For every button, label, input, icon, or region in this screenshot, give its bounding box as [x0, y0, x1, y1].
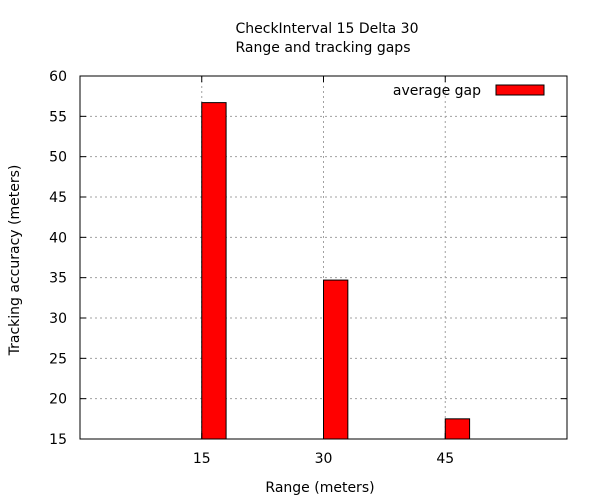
x-tick-label: 45 [436, 451, 454, 467]
legend: average gap [393, 83, 545, 99]
bar [444, 418, 471, 440]
bars [201, 102, 471, 440]
y-tick-label: 45 [49, 190, 67, 206]
y-tick-label: 60 [49, 69, 67, 85]
x-tick-label: 30 [315, 451, 333, 467]
y-tick-label: 20 [49, 392, 67, 408]
legend-swatch [495, 84, 545, 96]
y-tick-label: 30 [49, 311, 67, 327]
y-axis-label: Tracking accuracy (meters) [7, 165, 23, 357]
bar [201, 102, 227, 440]
legend-label: average gap [393, 83, 481, 99]
plot-frame [79, 75, 568, 440]
x-tick-label: 15 [193, 451, 211, 467]
y-tick-label: 35 [49, 271, 67, 287]
axes: 15 20 25 30 35 40 45 50 55 60 15 30 45 [49, 69, 568, 467]
chart-subtitle: Range and tracking gaps [236, 40, 411, 56]
y-tick-label: 55 [49, 109, 67, 125]
y-tick-label: 25 [49, 351, 67, 367]
x-axis-label: Range (meters) [265, 480, 374, 496]
y-tick-label: 50 [49, 150, 67, 166]
bar [323, 279, 349, 440]
chart-title: CheckInterval 15 Delta 30 [235, 21, 418, 37]
y-tick-label: 40 [49, 230, 67, 246]
y-tick-label: 15 [49, 432, 67, 448]
